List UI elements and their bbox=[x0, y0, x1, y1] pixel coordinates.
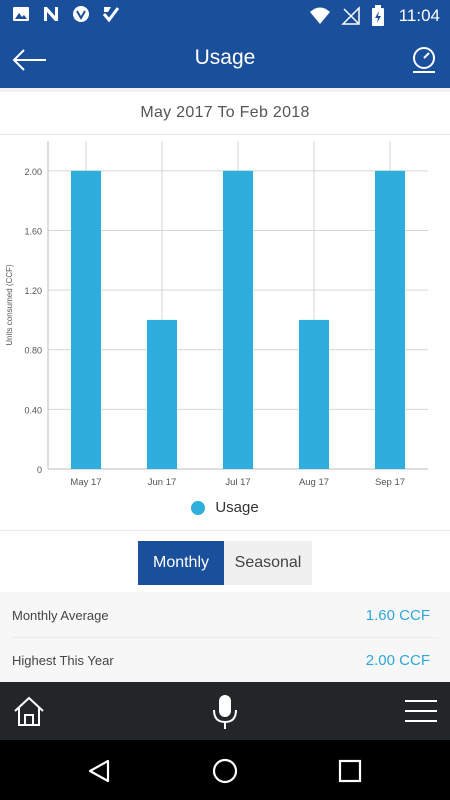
signal-icon bbox=[340, 6, 360, 25]
battery-charging-icon bbox=[371, 5, 384, 26]
usage-stats: Monthly Average 1.60 CCF Highest This Ye… bbox=[0, 592, 450, 682]
usage-bar bbox=[71, 170, 101, 469]
status-right-icons: 11:04 bbox=[309, 5, 440, 27]
x-tick-label: Jun 17 bbox=[148, 477, 177, 488]
bottom-toolbar bbox=[0, 682, 450, 740]
view-toggle: Monthly Seasonal bbox=[138, 541, 312, 585]
x-tick-label: May 17 bbox=[70, 477, 101, 488]
period-header: May 2017 To Feb 2018 bbox=[0, 88, 450, 135]
status-left-icons bbox=[12, 5, 120, 23]
usage-bar bbox=[223, 170, 253, 469]
y-axis-title: Units consumed (CCF) bbox=[5, 264, 14, 346]
chart-legend: Usage bbox=[0, 499, 450, 516]
usage-bar-chart: 0 0.40 0.80 1.20 1.60 2.00 May 17 Jun 17 Jul 17 A… bbox=[5, 141, 428, 488]
image-icon bbox=[13, 7, 29, 21]
y-tick-label: 1.60 bbox=[24, 226, 42, 236]
nav-home-icon bbox=[212, 758, 238, 784]
nav-back-button[interactable] bbox=[86, 758, 112, 784]
monthly-average-label: Monthly Average bbox=[12, 608, 109, 623]
microphone-button[interactable] bbox=[210, 694, 240, 730]
usage-bar bbox=[299, 319, 329, 469]
period-range: May 2017 To Feb 2018 bbox=[140, 104, 310, 121]
y-tick-label: 1.20 bbox=[24, 286, 42, 296]
highest-this-year-label: Highest This Year bbox=[12, 652, 114, 668]
legend-label: Usage bbox=[215, 499, 259, 516]
usage-bar bbox=[375, 170, 405, 469]
monthly-average-row: Monthly Average 1.60 CCF bbox=[12, 594, 438, 638]
nav-back-icon bbox=[88, 759, 110, 783]
y-tick-label: 0.40 bbox=[24, 405, 42, 415]
y-tick-label: 2.00 bbox=[24, 167, 42, 177]
highest-this-year-value: 2.00 CCF bbox=[365, 651, 430, 669]
check-icon bbox=[102, 7, 120, 23]
vpn-shield-icon bbox=[73, 6, 89, 22]
back-button[interactable] bbox=[10, 44, 50, 76]
usage-chart: 0 0.40 0.80 1.20 1.60 2.00 May 17 Jun 17 Jul 17 A… bbox=[0, 135, 450, 530]
arrow-left-icon bbox=[12, 49, 46, 71]
y-tick-label: 0.80 bbox=[24, 346, 42, 356]
status-time: 11:04 bbox=[398, 6, 440, 25]
highest-this-year-row: Highest This Year 2.00 CCF bbox=[12, 638, 438, 682]
x-tick-label: Jul 17 bbox=[225, 477, 250, 488]
usage-bar bbox=[147, 319, 177, 469]
meter-button[interactable] bbox=[408, 44, 440, 76]
monthly-average-value: 1.60 CCF bbox=[365, 607, 430, 624]
menu-button[interactable] bbox=[404, 698, 438, 724]
page-title: Usage bbox=[194, 46, 256, 69]
status-bar: 11:04 bbox=[0, 0, 450, 32]
n-icon bbox=[44, 7, 58, 21]
nav-home-button[interactable] bbox=[211, 757, 239, 785]
seasonal-tab[interactable]: Seasonal bbox=[224, 541, 312, 585]
meter-icon bbox=[413, 47, 435, 73]
nav-recent-button[interactable] bbox=[338, 759, 362, 783]
wifi-icon bbox=[309, 7, 330, 24]
y-tick-label: 0 bbox=[37, 465, 42, 475]
app-bar: Usage bbox=[0, 32, 450, 88]
microphone-icon bbox=[213, 695, 237, 729]
monthly-tab[interactable]: Monthly bbox=[138, 541, 224, 585]
system-nav-bar bbox=[0, 740, 450, 800]
nav-recent-icon bbox=[338, 759, 362, 783]
legend-dot-icon bbox=[191, 500, 206, 515]
view-toggle-area: Monthly Seasonal bbox=[0, 530, 450, 592]
x-tick-label: Sep 17 bbox=[375, 477, 405, 488]
hamburger-menu-icon bbox=[405, 700, 437, 722]
x-tick-label: Aug 17 bbox=[299, 477, 329, 488]
home-button[interactable] bbox=[12, 694, 46, 728]
home-icon bbox=[14, 696, 44, 726]
